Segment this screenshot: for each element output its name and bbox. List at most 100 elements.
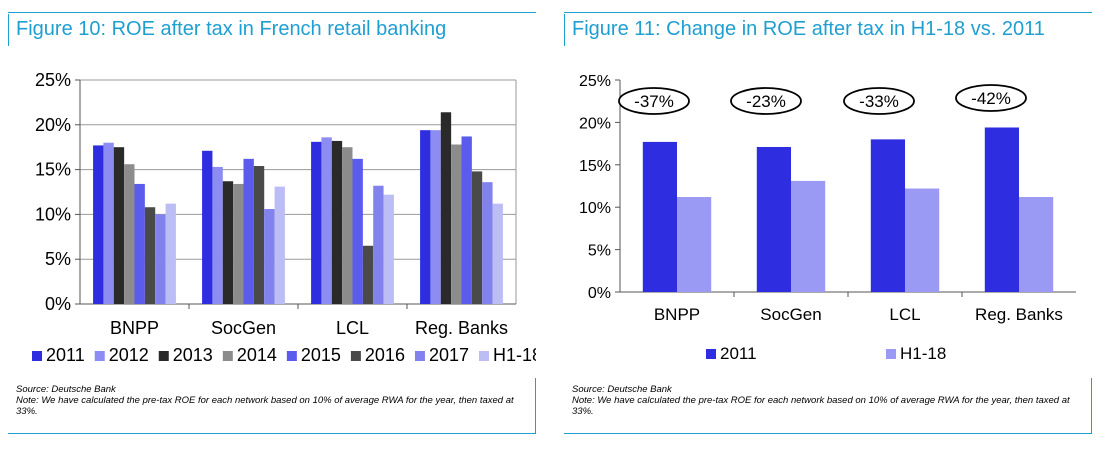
bar-socgen-2015 (243, 158, 254, 304)
legend-swatch-2014 (222, 351, 233, 361)
change-label: -33% (859, 92, 899, 111)
bar-lcl-2013 (331, 140, 343, 304)
bar-socgen-2017 (264, 209, 275, 304)
figure-10-title: Figure 10: ROE after tax in French retai… (16, 18, 447, 40)
legend-label-2012: 2012 (109, 345, 149, 365)
change-ellipse (730, 87, 802, 115)
x-tick-label: Reg. Banks (975, 305, 1063, 324)
figure-10-source-note: Source: Deutsche Bank Note: We have calc… (16, 384, 521, 417)
legend-label-h1-18: H1-18 (900, 344, 946, 363)
bar-lcl-2017 (373, 185, 384, 304)
bar-bnpp-2011 (93, 145, 104, 304)
bar-reg-banks-2011 (984, 127, 1019, 292)
bar-lcl-2015 (352, 158, 363, 304)
figure-11-panel: Figure 11: Change in ROE after tax in H1… (564, 8, 1092, 436)
bar-bnpp-2011 (642, 141, 677, 292)
bar-bnpp-h1-18 (165, 203, 176, 304)
change-label: -23% (746, 92, 786, 111)
bottom-rule (8, 433, 536, 434)
bar-lcl-2011 (311, 141, 322, 304)
legend-swatch-2015 (286, 351, 297, 361)
bar-socgen-2011 (756, 146, 791, 292)
title-left-rule (8, 14, 9, 46)
figure-11-source-note: Source: Deutsche Bank Note: We have calc… (572, 384, 1077, 417)
legend-label-2011: 2011 (720, 344, 757, 363)
figure-11-source: Source: Deutsche Bank (572, 384, 672, 395)
change-label: -37% (634, 92, 674, 111)
figure-11-note: Note: We have calculated the pre-tax ROE… (572, 395, 1070, 417)
figure-10-source: Source: Deutsche Bank (16, 384, 116, 395)
bar-socgen-2016 (253, 166, 265, 304)
bar-reg-banks-2016 (471, 171, 483, 304)
change-label: -42% (971, 89, 1011, 108)
legend-swatch-2016 (350, 351, 361, 361)
title-top-rule (564, 12, 1092, 13)
bar-lcl-2016 (362, 245, 374, 304)
y-tick-label: 10% (579, 200, 611, 217)
title-left-rule (564, 14, 565, 46)
bar-bnpp-h1-18 (677, 197, 712, 292)
legend-swatch-h1-18 (479, 351, 489, 361)
legend-swatch-2013 (158, 351, 169, 361)
bar-reg-banks-h1-18 (1019, 197, 1054, 292)
legend-label-2014: 2014 (237, 345, 277, 365)
bar-lcl-2014 (342, 147, 353, 304)
bar-reg-banks-h1-18 (492, 203, 503, 304)
change-ellipse (618, 87, 690, 115)
figure-11-title: Figure 11: Change in ROE after tax in H1… (572, 18, 1045, 40)
x-tick-label: Reg. Banks (415, 318, 508, 338)
change-ellipse (955, 84, 1027, 112)
x-tick-label: BNPP (110, 318, 159, 338)
legend-label-h1-18: H1-18 (493, 345, 536, 365)
bar-lcl-2011 (870, 139, 905, 292)
bar-bnpp-2017 (155, 214, 166, 304)
x-tick-label: BNPP (654, 305, 700, 324)
y-tick-label: 5% (588, 243, 611, 260)
bar-reg-banks-2017 (482, 182, 493, 304)
y-tick-label: 0% (588, 285, 611, 302)
change-ellipse (843, 87, 915, 115)
bar-reg-banks-2014 (451, 144, 462, 304)
y-tick-label: 0% (45, 294, 71, 314)
x-tick-label: SocGen (211, 318, 276, 338)
bar-bnpp-2015 (134, 183, 145, 304)
y-tick-label: 5% (45, 249, 71, 269)
bar-lcl-2012 (321, 137, 332, 304)
y-tick-label: 20% (35, 115, 71, 135)
right-rule (1091, 378, 1092, 434)
y-tick-label: 15% (35, 160, 71, 180)
legend-swatch-h1-18 (886, 349, 896, 359)
x-tick-label: LCL (889, 305, 920, 324)
legend-swatch-2012 (94, 351, 105, 361)
bar-socgen-2014 (233, 183, 244, 304)
legend-label-2013: 2013 (173, 345, 213, 365)
figure-10-chart: 0% 5% 10% 15% 20% 25% BNPP SocGen LCL Reg. Banks 2… (32, 70, 536, 365)
title-top-rule (8, 12, 536, 13)
y-tick-label: 20% (579, 115, 611, 132)
figure-10-panel: Figure 10: ROE after tax in French retai… (8, 8, 536, 436)
bar-reg-banks-2011 (420, 130, 431, 304)
bar-lcl-h1-18 (383, 194, 394, 304)
figure-10-note: Note: We have calculated the pre-tax ROE… (16, 395, 514, 417)
legend-label-2016: 2016 (365, 345, 405, 365)
bar-socgen-2013 (222, 181, 234, 304)
legend-label-2011: 2011 (46, 345, 85, 365)
y-tick-label: 10% (35, 204, 71, 224)
bar-socgen-2011 (202, 150, 213, 304)
bar-bnpp-2016 (144, 207, 156, 304)
figure-11-chart: 0% 5% 10% 15% 20% 25% BNPP -37% SocGen -23% LCL -33… (579, 73, 1076, 363)
bottom-rule (564, 433, 1092, 434)
bar-socgen-h1-18 (791, 180, 826, 292)
bar-bnpp-2012 (103, 142, 114, 304)
bar-lcl-h1-18 (905, 188, 940, 292)
legend-label-2015: 2015 (301, 345, 341, 365)
legend-swatch-2011 (706, 349, 716, 359)
legend-swatch-2011 (32, 351, 42, 361)
x-tick-label: SocGen (760, 305, 821, 324)
bar-reg-banks-2012 (430, 130, 441, 304)
bar-socgen-2012 (212, 166, 223, 304)
bar-bnpp-2013 (113, 147, 125, 304)
x-tick-label: LCL (336, 318, 369, 338)
right-rule (535, 378, 536, 434)
y-tick-label: 25% (35, 70, 71, 90)
